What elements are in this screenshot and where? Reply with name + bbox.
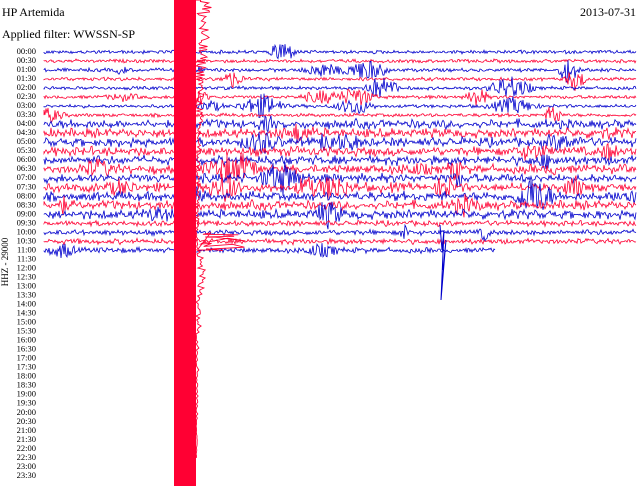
row-label: 18:30 [17,380,36,390]
traces [43,0,637,486]
trace [43,123,637,144]
row-label: 12:30 [17,271,36,281]
trace [43,154,637,170]
row-label: 02:30 [17,91,36,101]
date: 2013-07-31 [580,5,636,19]
trace [43,237,637,246]
trace [43,201,637,230]
row-label: 22:30 [17,452,36,462]
trace [43,57,637,64]
trace [43,243,496,259]
row-label: 00:30 [17,55,36,65]
row-label: 10:00 [17,226,36,236]
row-label: 14:30 [17,308,36,318]
row-label: 03:30 [17,109,36,119]
row-label: 14:00 [17,299,36,309]
row-label: 08:30 [17,199,36,209]
row-label: 03:00 [17,100,36,110]
event-block [174,0,196,486]
row-label: 17:00 [17,353,36,363]
row-label: 21:30 [17,434,36,444]
station-name: HP Artemida [2,5,65,19]
row-label: 11:30 [17,253,36,263]
row-label: 00:00 [17,46,36,56]
row-label: 20:00 [17,407,36,417]
row-label: 22:00 [17,443,36,453]
row-label: 06:00 [17,154,36,164]
trace [43,93,637,118]
trace [43,223,637,243]
row-label: 08:00 [17,190,36,200]
axis-label: HHZ - 29000 [0,237,10,286]
row-label: 18:00 [17,371,36,381]
filter-label: Applied filter: WWSSN-SP [2,27,135,41]
row-label: 11:00 [17,244,36,254]
trace [43,60,637,84]
row-label: 13:30 [17,289,36,299]
row-label: 16:00 [17,335,36,345]
row-label: 16:30 [17,344,36,354]
trace [43,88,637,106]
row-label: 05:00 [17,136,36,146]
row-label: 23:00 [17,461,36,471]
row-label: 04:30 [17,127,36,137]
trace [43,153,637,184]
trace [43,193,637,218]
row-label: 19:00 [17,389,36,399]
row-label: 23:30 [17,470,36,480]
trace [43,107,637,124]
row-labels: 00:0000:3001:0001:3002:0002:3003:0003:30… [17,46,36,480]
row-label: 13:00 [17,280,36,290]
row-label: 05:30 [17,145,36,155]
row-label: 15:00 [17,317,36,327]
row-label: 21:00 [17,425,36,435]
row-label: 01:00 [17,64,36,74]
row-label: 02:00 [17,82,36,92]
row-label: 09:00 [17,208,36,218]
row-label: 15:30 [17,326,36,336]
row-label: 12:00 [17,262,36,272]
trace [43,219,637,228]
event-coda [195,0,246,459]
trace [43,142,637,161]
row-label: 09:30 [17,217,36,227]
trace [43,115,637,133]
row-label: 01:30 [17,73,36,83]
trace [43,173,637,202]
trace [43,43,637,60]
row-label: 10:30 [17,235,36,245]
row-label: 04:00 [17,118,36,128]
row-label: 20:30 [17,416,36,426]
trace [43,131,637,154]
event-spike [439,224,447,301]
row-label: 07:30 [17,181,36,191]
row-label: 17:30 [17,362,36,372]
row-label: 07:00 [17,172,36,182]
trace [43,180,637,210]
trace [43,72,637,91]
row-label: 19:30 [17,398,36,408]
trace [43,76,637,98]
row-label: 06:30 [17,163,36,173]
trace [43,162,637,196]
